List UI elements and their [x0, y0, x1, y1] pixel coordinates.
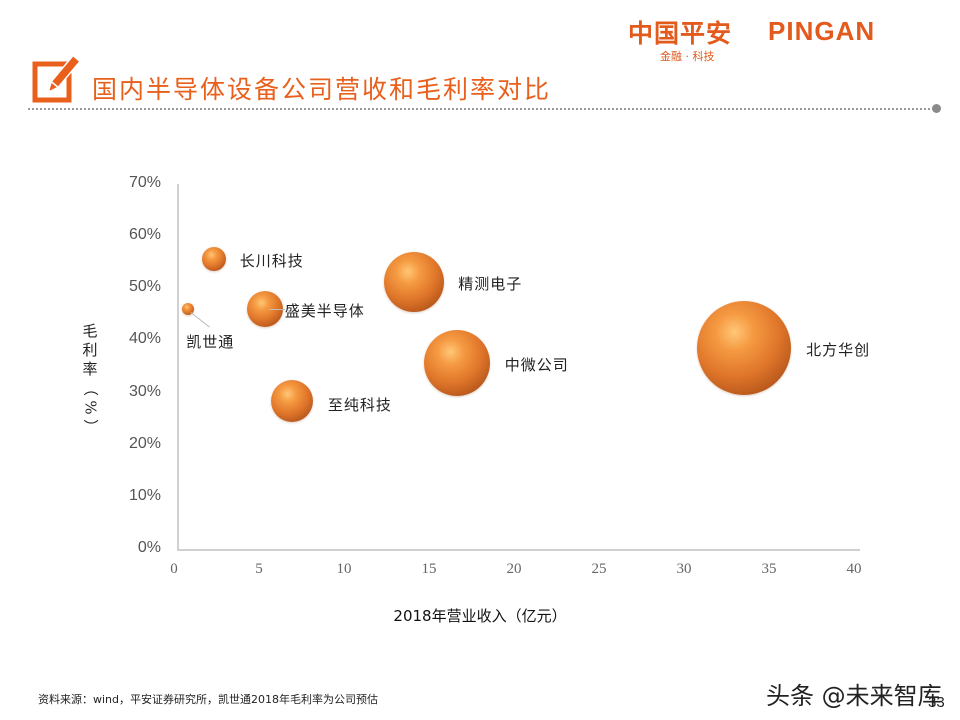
bubble-label: 凯世通 [186, 332, 235, 351]
logo-tagline: 金融 · 科技 [660, 50, 715, 63]
bubble-label: 精测电子 [458, 274, 523, 293]
y-axis-label-char: 毛 [82, 322, 98, 340]
data-bubble [201, 246, 226, 271]
x-axis-label: 2018年营业收入（亿元） [393, 607, 567, 625]
data-bubble [423, 330, 490, 397]
bubble-label: 至纯科技 [327, 395, 392, 414]
x-tick-label: 25 [591, 561, 607, 577]
y-tick-label: 70% [128, 174, 161, 191]
x-tick-label: 30 [676, 561, 692, 577]
y-axis-label: 毛利率 （% ） [80, 322, 100, 436]
y-tick-label: 10% [128, 486, 161, 504]
y-tick-label: 30% [128, 382, 161, 400]
x-tick-label: 5 [255, 561, 263, 577]
bubble-label: 中微公司 [504, 356, 569, 375]
logo-cn-text: 中国平安 [628, 19, 733, 48]
x-tick-label: 20 [506, 561, 522, 577]
source-note: 资料来源：wind，平安证券研究所，凯世通2018年毛利率为公司预估 [38, 693, 378, 706]
edit-pencil-icon [32, 55, 80, 103]
y-tick-label: 0% [137, 539, 161, 556]
x-tick-label: 10 [336, 561, 352, 577]
leader-line [190, 311, 211, 328]
x-tick-label: 15 [421, 561, 437, 577]
data-bubble [270, 379, 313, 422]
leader-line [268, 308, 285, 310]
pingan-logo: 中国平安 PINGAN 金融 · 科技 [628, 14, 908, 64]
y-axis-line [177, 184, 179, 550]
bubble-label: 北方华创 [806, 341, 871, 360]
y-axis-label-char: ） [81, 418, 100, 434]
page-number: 33 [928, 694, 945, 711]
y-tick-label: 40% [128, 330, 161, 348]
watermark: 头条 @未来智库 [766, 682, 942, 710]
title-divider [28, 108, 934, 110]
x-tick-label: 35 [761, 561, 777, 577]
divider-end-dot [932, 104, 941, 113]
data-bubble [384, 251, 445, 312]
logo-en-text: PINGAN [768, 16, 876, 46]
x-tick-label: 0 [170, 561, 178, 577]
y-axis-label-char: 率 [82, 360, 98, 378]
y-tick-label: 20% [128, 434, 161, 452]
y-axis-label-char: （ [81, 380, 100, 396]
y-tick-label: 50% [128, 278, 161, 296]
y-axis-label-char: 利 [82, 341, 98, 359]
y-axis-label-char: % [81, 400, 100, 415]
x-tick-label: 40 [846, 561, 862, 577]
page-title: 国内半导体设备公司营收和毛利率对比 [92, 75, 552, 104]
data-bubble [697, 301, 792, 396]
y-tick-label: 60% [128, 226, 161, 244]
x-axis-line [177, 549, 860, 551]
bubble-label: 盛美半导体 [284, 301, 365, 320]
bubble-label: 长川科技 [239, 251, 304, 270]
